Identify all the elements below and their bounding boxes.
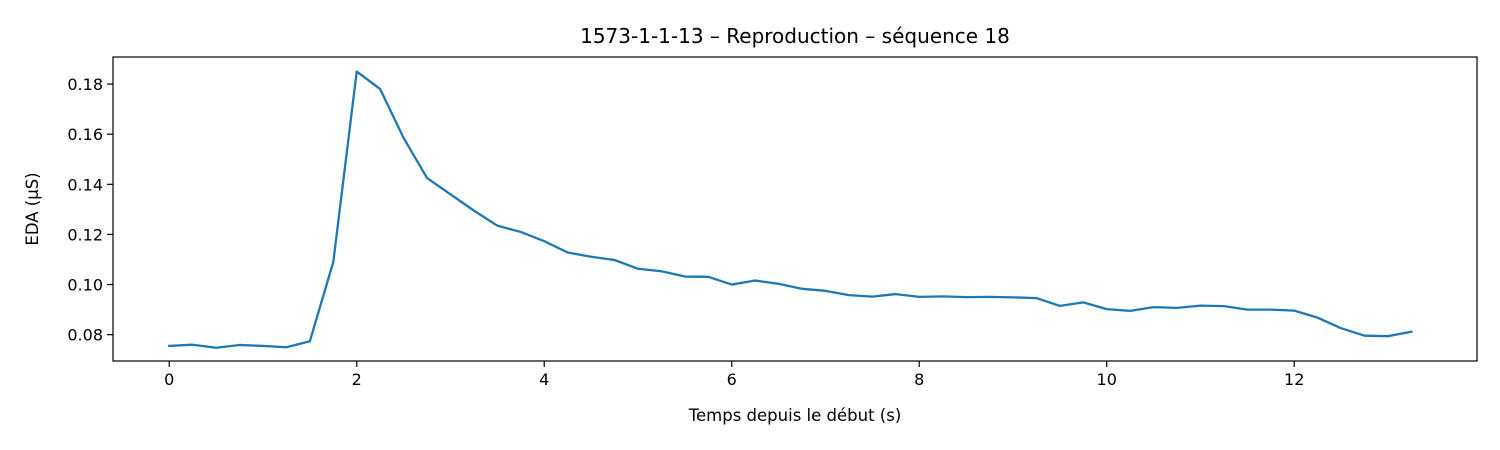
series-line (168, 70, 1413, 349)
y-tick-label: 0.14 (67, 175, 103, 194)
chart-title: 1573-1-1-13 – Reproduction – séquence 18 (580, 24, 1010, 48)
x-tick-label: 10 (1097, 370, 1117, 389)
x-tick-label: 12 (1284, 370, 1304, 389)
x-axis-ticks: 0 2 4 6 8 10 12 (164, 361, 1304, 389)
y-axis-ticks: 0.08 0.10 0.12 0.14 0.16 0.18 (67, 75, 113, 345)
y-tick-label: 0.18 (67, 75, 103, 94)
x-axis-label: Temps depuis le début (s) (688, 406, 902, 425)
x-tick-label: 0 (164, 370, 174, 389)
x-tick-label: 2 (352, 370, 362, 389)
x-tick-label: 6 (727, 370, 737, 389)
y-tick-label: 0.10 (67, 276, 103, 295)
y-tick-label: 0.08 (67, 326, 103, 345)
y-tick-label: 0.12 (67, 225, 103, 244)
x-tick-label: 8 (914, 370, 924, 389)
y-tick-label: 0.16 (67, 125, 103, 144)
plot-area-frame (112, 56, 1478, 362)
y-axis-label: EDA (µS) (23, 172, 42, 245)
x-tick-label: 4 (539, 370, 549, 389)
